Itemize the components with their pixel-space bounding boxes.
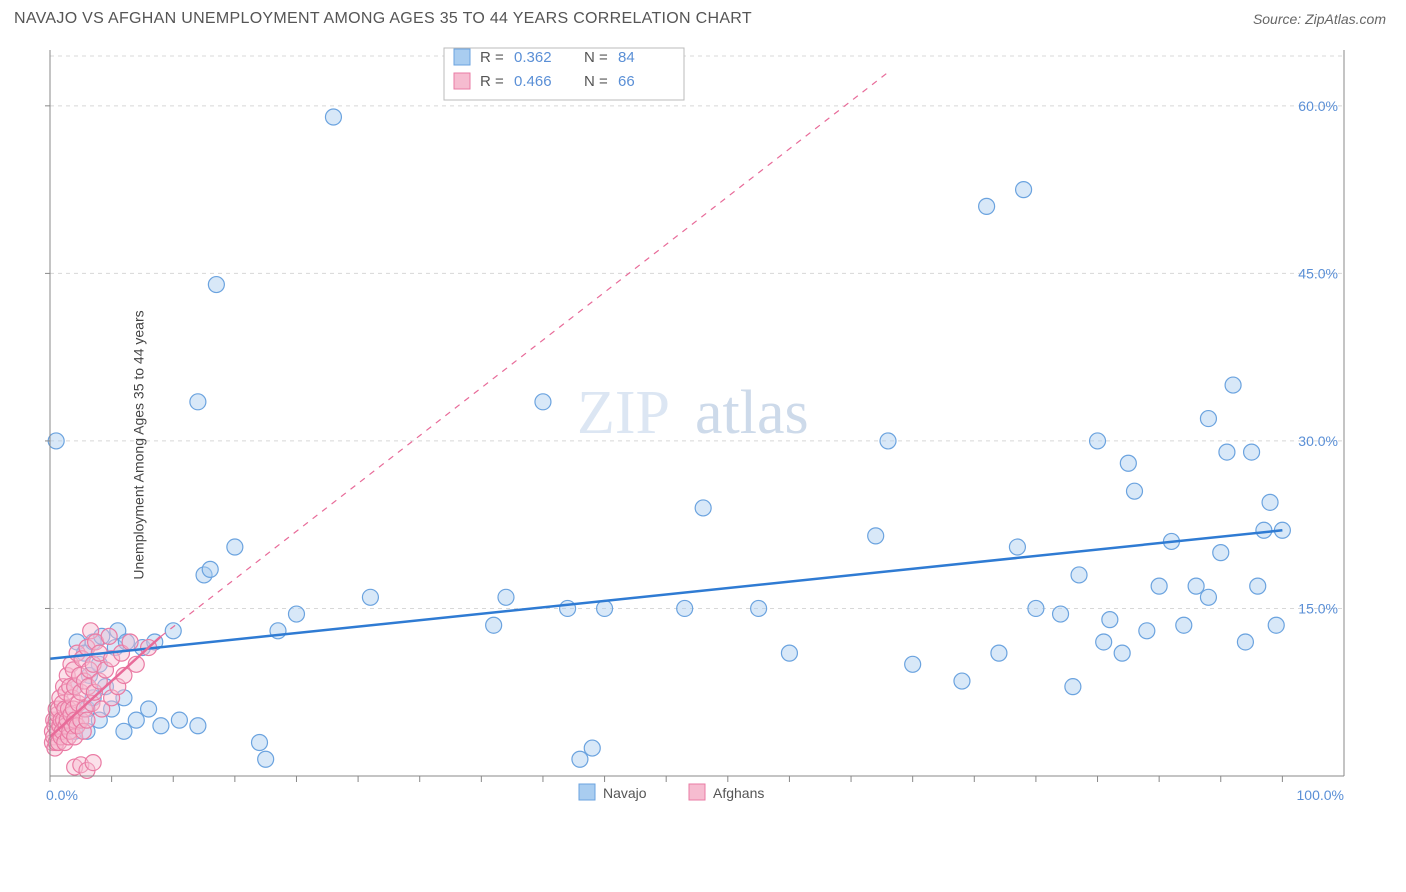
navajo-point xyxy=(190,718,206,734)
navajo-point xyxy=(258,751,274,767)
navajo-point xyxy=(141,701,157,717)
y-tick-label: 60.0% xyxy=(1298,98,1338,114)
navajo-point xyxy=(288,606,304,622)
navajo-point xyxy=(1225,377,1241,393)
navajo-point xyxy=(1250,578,1266,594)
navajo-point xyxy=(1200,589,1216,605)
navajo-point xyxy=(1102,612,1118,628)
scatter-chart: 15.0% 30.0% 45.0% 60.0% ZIP atlas 0.0% 100.0% R … xyxy=(14,40,1392,850)
navajo-point xyxy=(362,589,378,605)
navajo-point xyxy=(979,198,995,214)
navajo-point xyxy=(1053,606,1069,622)
stats-r-label: R = xyxy=(480,49,504,66)
navajo-point xyxy=(498,589,514,605)
stats-n-value: 84 xyxy=(618,49,635,66)
chart-container: Unemployment Among Ages 35 to 44 years 1… xyxy=(14,40,1392,850)
navajo-point xyxy=(1200,411,1216,427)
navajo-point xyxy=(153,718,169,734)
navajo-point xyxy=(48,433,64,449)
legend-swatch xyxy=(689,784,705,800)
navajo-point xyxy=(597,600,613,616)
stats-n-label: N = xyxy=(584,49,608,66)
chart-source: Source: ZipAtlas.com xyxy=(1253,11,1386,27)
navajo-point xyxy=(1244,444,1260,460)
navajo-point xyxy=(695,500,711,516)
stats-r-value: 0.362 xyxy=(514,49,552,66)
navajo-point xyxy=(572,751,588,767)
navajo-point xyxy=(1028,600,1044,616)
navajo-point xyxy=(190,394,206,410)
stats-n-label: N = xyxy=(584,73,608,90)
navajo-point xyxy=(1009,539,1025,555)
x-max-label: 100.0% xyxy=(1297,787,1344,803)
x-min-label: 0.0% xyxy=(46,787,78,803)
stats-n-value: 66 xyxy=(618,73,635,90)
navajo-point xyxy=(325,109,341,125)
legend-label: Afghans xyxy=(713,785,764,801)
navajo-point xyxy=(171,712,187,728)
navajo-point xyxy=(1219,444,1235,460)
legend-label: Navajo xyxy=(603,785,647,801)
navajo-point xyxy=(954,673,970,689)
navajo-point xyxy=(1237,634,1253,650)
navajo-point xyxy=(1065,679,1081,695)
navajo-point xyxy=(1071,567,1087,583)
navajo-point xyxy=(880,433,896,449)
y-tick-label: 15.0% xyxy=(1298,600,1338,616)
chart-title: NAVAJO VS AFGHAN UNEMPLOYMENT AMONG AGES… xyxy=(14,10,752,28)
navajo-point xyxy=(252,734,268,750)
navajo-point xyxy=(584,740,600,756)
navajo-point xyxy=(1120,455,1136,471)
navajo-point xyxy=(1096,634,1112,650)
y-tick-label: 30.0% xyxy=(1298,433,1338,449)
navajo-point xyxy=(1176,617,1192,633)
afghans-trend-extrapolation xyxy=(161,72,888,636)
navajo-point xyxy=(1268,617,1284,633)
stats-swatch xyxy=(454,49,470,65)
y-tick-label: 45.0% xyxy=(1298,265,1338,281)
navajo-point xyxy=(677,600,693,616)
navajo-point xyxy=(165,623,181,639)
navajo-point xyxy=(1262,494,1278,510)
y-axis-label: Unemployment Among Ages 35 to 44 years xyxy=(131,310,147,579)
afghans-point xyxy=(85,755,101,771)
navajo-point xyxy=(991,645,1007,661)
stats-r-label: R = xyxy=(480,73,504,90)
navajo-point xyxy=(202,561,218,577)
watermark: ZIP xyxy=(577,379,670,447)
navajo-point xyxy=(868,528,884,544)
afghans-point xyxy=(122,634,138,650)
navajo-point xyxy=(1213,545,1229,561)
navajo-point xyxy=(227,539,243,555)
navajo-point xyxy=(1090,433,1106,449)
legend-swatch xyxy=(579,784,595,800)
navajo-point xyxy=(1114,645,1130,661)
navajo-point xyxy=(208,277,224,293)
navajo-point xyxy=(1139,623,1155,639)
watermark: atlas xyxy=(695,379,809,447)
stats-swatch xyxy=(454,73,470,89)
navajo-point xyxy=(535,394,551,410)
navajo-point xyxy=(116,723,132,739)
navajo-point xyxy=(1151,578,1167,594)
navajo-point xyxy=(1126,483,1142,499)
navajo-point xyxy=(751,600,767,616)
navajo-point xyxy=(486,617,502,633)
navajo-point xyxy=(1188,578,1204,594)
navajo-point xyxy=(560,600,576,616)
navajo-point xyxy=(128,712,144,728)
chart-header: NAVAJO VS AFGHAN UNEMPLOYMENT AMONG AGES… xyxy=(0,0,1406,34)
navajo-point xyxy=(905,656,921,672)
navajo-point xyxy=(1016,182,1032,198)
stats-r-value: 0.466 xyxy=(514,73,552,90)
afghans-point xyxy=(101,628,117,644)
afghans-point xyxy=(79,712,95,728)
navajo-point xyxy=(781,645,797,661)
navajo-point xyxy=(1256,522,1272,538)
